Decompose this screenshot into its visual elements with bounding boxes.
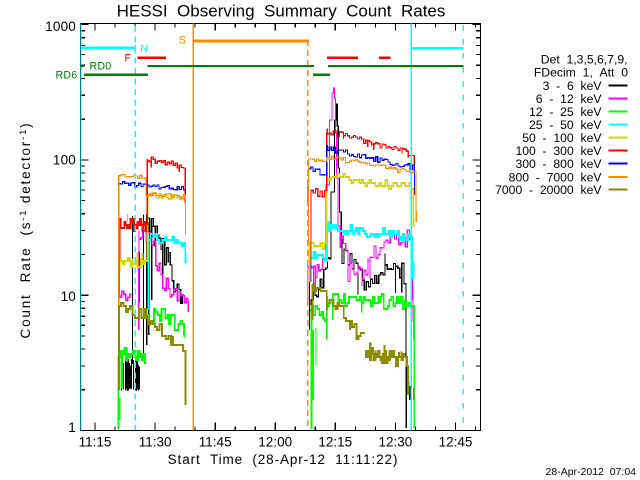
svg-text:800 - 7000 keV: 800 - 7000 keV xyxy=(509,171,603,185)
svg-text:11:45: 11:45 xyxy=(199,435,232,450)
svg-text:S: S xyxy=(179,35,187,47)
svg-text:25 - 50 keV: 25 - 50 keV xyxy=(529,118,602,132)
svg-text:N: N xyxy=(140,43,148,55)
svg-text:12:45: 12:45 xyxy=(439,435,473,450)
svg-text:28-Apr-2012 07:04: 28-Apr-2012 07:04 xyxy=(546,466,637,478)
svg-text:11:15: 11:15 xyxy=(79,435,112,450)
svg-text:300 - 800 keV: 300 - 800 keV xyxy=(515,157,602,171)
svg-text:12:15: 12:15 xyxy=(318,435,352,450)
svg-text:100: 100 xyxy=(53,152,76,167)
svg-text:11:30: 11:30 xyxy=(139,435,172,450)
svg-text:12:30: 12:30 xyxy=(379,435,413,450)
svg-text:Det 1,3,5,6,7,9,: Det 1,3,5,6,7,9, xyxy=(541,53,628,67)
svg-text:50 - 100 keV: 50 - 100 keV xyxy=(522,131,602,145)
svg-text:1: 1 xyxy=(68,420,76,435)
svg-text:10: 10 xyxy=(61,289,76,304)
svg-text:6 - 12 keV: 6 - 12 keV xyxy=(536,92,603,106)
svg-text:HESSI Observing Summary Cou: HESSI Observing Summary Count Rates xyxy=(117,2,446,21)
svg-text:F: F xyxy=(124,53,131,65)
svg-text:3 - 6 keV: 3 - 6 keV xyxy=(543,79,603,93)
svg-text:FDecim 1, Att 0: FDecim 1, Att 0 xyxy=(534,66,628,80)
svg-text:Start Time (28-Apr-12 11:11: Start Time (28-Apr-12 11:11:22) xyxy=(168,452,399,467)
svg-text:7000 - 20000 keV: 7000 - 20000 keV xyxy=(495,183,602,197)
svg-text:Count Rate (s-1 detector-1): Count Rate (s-1 detector-1) xyxy=(18,122,33,339)
svg-text:RD6: RD6 xyxy=(56,70,78,82)
svg-text:12 - 25 keV: 12 - 25 keV xyxy=(529,105,602,119)
svg-text:100 - 300 keV: 100 - 300 keV xyxy=(515,144,602,158)
svg-text:12:00: 12:00 xyxy=(258,435,292,450)
svg-text:RD0: RD0 xyxy=(90,60,112,72)
svg-text:1000: 1000 xyxy=(45,19,76,34)
